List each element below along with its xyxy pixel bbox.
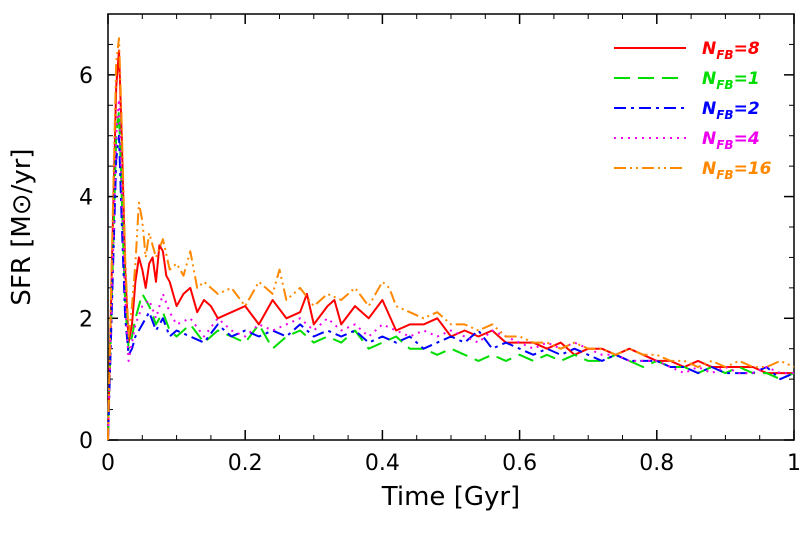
legend-label-nfb-8: NFB=8 [702, 39, 760, 62]
series-line-nfb-1 [107, 110, 795, 441]
x-tick-label: 0.2 [228, 451, 263, 476]
series-line-nfb-8 [107, 49, 794, 441]
y-tick-label: 0 [79, 429, 93, 454]
y-axis-title: SFR [M⊙/yr] [7, 148, 37, 305]
legend-label-nfb-2: NFB=2 [702, 99, 760, 122]
ticks [107, 13, 795, 441]
plot-frame [107, 13, 795, 441]
legend: NFB=8 NFB=1 NFB=2 NFB=4 NFB=16 [614, 39, 772, 182]
x-axis-title: Time [Gyr] [381, 482, 520, 512]
x-tick-label: 0.8 [639, 451, 674, 476]
y-tick-label: 6 [79, 64, 93, 89]
series-lines [107, 37, 795, 441]
series-line-nfb-4 [107, 98, 794, 441]
legend-label-nfb-1: NFB=1 [702, 69, 760, 92]
x-tick-label: 0.4 [365, 451, 400, 476]
legend-label-nfb-16: NFB=16 [702, 159, 772, 182]
series-line-nfb-16 [107, 37, 795, 441]
x-tick-label: 1 [787, 451, 800, 476]
y-tick-label: 4 [79, 186, 93, 211]
y-tick-label: 2 [79, 307, 93, 332]
tick-labels: 0 0.2 0.4 0.6 0.8 1 0 2 4 6 [79, 64, 800, 476]
x-tick-label: 0.6 [502, 451, 537, 476]
x-tick-label: 0 [101, 451, 115, 476]
legend-label-nfb-4: NFB=4 [702, 129, 760, 152]
series-line-nfb-2 [107, 134, 795, 441]
